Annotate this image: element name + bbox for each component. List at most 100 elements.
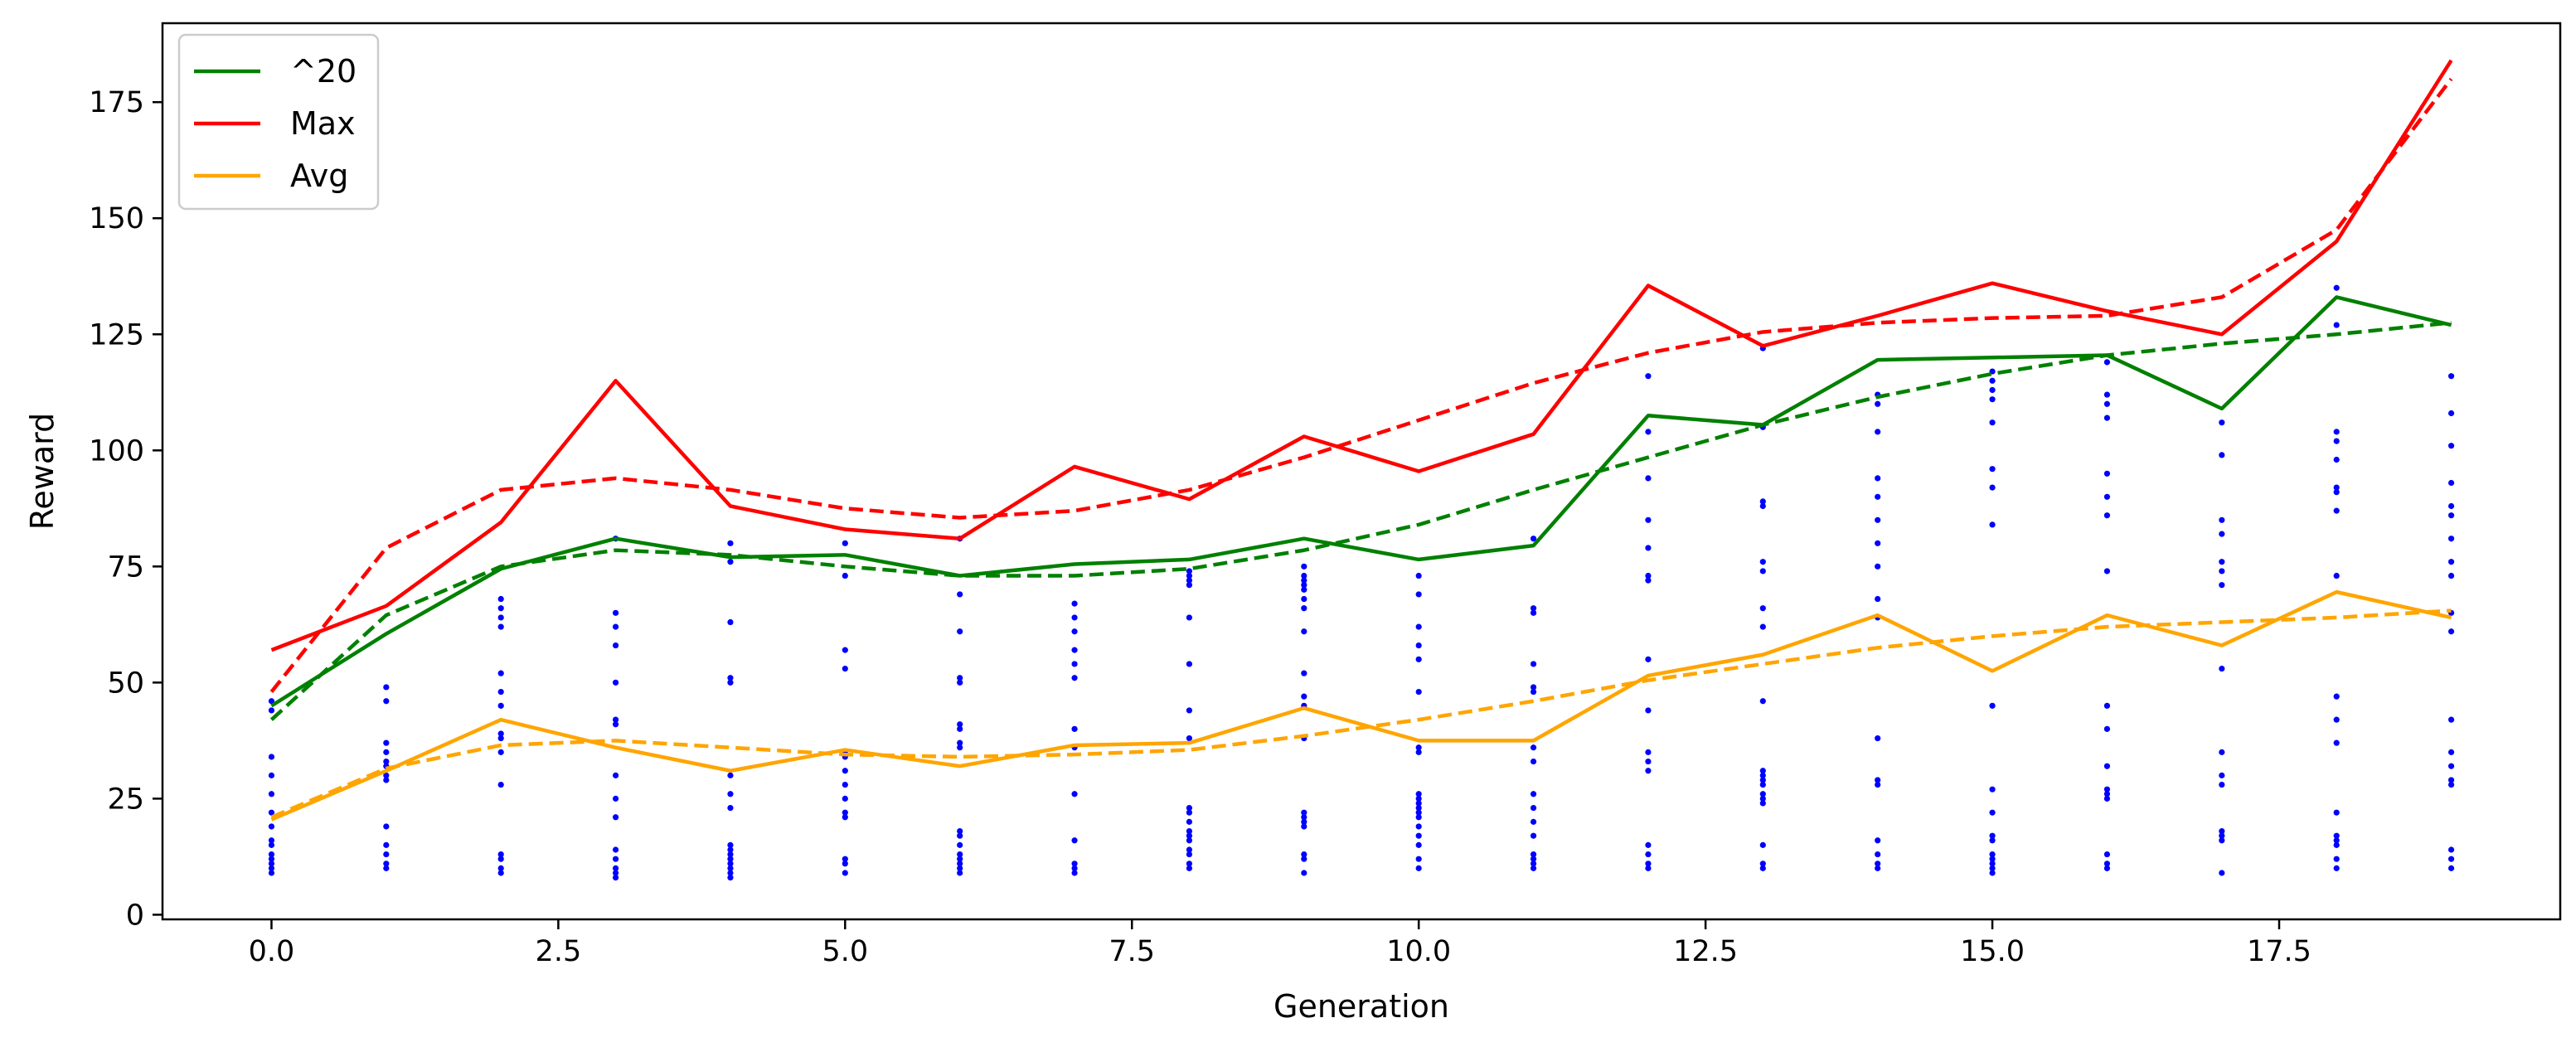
scatter-point <box>2103 861 2111 867</box>
scatter-point <box>1645 516 1652 523</box>
scatter-point <box>1645 373 1652 380</box>
scatter-point <box>727 861 734 867</box>
x-tick-label: 17.5 <box>2247 935 2312 968</box>
scatter-point <box>1989 396 1996 403</box>
scatter-point <box>1415 749 1422 755</box>
scatter-point <box>612 865 619 871</box>
scatter-point <box>1645 475 1652 482</box>
scatter-point <box>1989 861 1996 867</box>
scatter-point <box>1186 865 1193 871</box>
scatter-point <box>1186 582 1193 589</box>
scatter-point <box>2219 516 2225 523</box>
scatter-point <box>1415 795 1422 802</box>
scatter-point <box>612 642 619 649</box>
scatter-point <box>2447 846 2455 853</box>
scatter-point <box>1415 744 1422 751</box>
scatter-point <box>2447 777 2455 783</box>
scatter-point <box>727 804 734 812</box>
scatter-point <box>268 851 275 858</box>
scatter-point <box>2103 725 2111 732</box>
scatter-point <box>1071 647 1078 653</box>
scatter-point <box>1071 628 1078 635</box>
y-axis-ticks: 0 25 50 75 100 125 150 175 <box>89 86 163 932</box>
scatter-point <box>1530 804 1537 812</box>
scatter-point <box>1301 605 1307 612</box>
scatter-point <box>1301 693 1307 700</box>
trend-line-0 <box>269 321 2452 721</box>
scatter-point <box>842 870 848 876</box>
scatter-point <box>2219 419 2225 426</box>
scatter-point <box>1530 861 1537 867</box>
x-tick-label: 0.0 <box>249 935 295 968</box>
scatter-point <box>612 679 619 686</box>
scatter-point <box>842 768 848 774</box>
scatter-point <box>1645 707 1652 714</box>
scatter-point <box>1071 865 1078 871</box>
scatter-point <box>1530 791 1537 797</box>
scatter-point <box>2103 414 2111 421</box>
scatter-point <box>1645 429 1652 435</box>
scatter-point <box>2447 443 2455 449</box>
scatter-point <box>1759 502 1766 510</box>
x-tick-label: 7.5 <box>1109 935 1155 968</box>
x-tick-label: 12.5 <box>1673 935 1738 968</box>
scatter-point <box>1186 661 1193 667</box>
scatter-point <box>1186 861 1193 867</box>
scatter-point <box>957 827 963 835</box>
scatter-point <box>1301 563 1307 570</box>
scatter-point <box>2447 410 2455 417</box>
scatter-point <box>1645 851 1652 858</box>
scatter-point <box>1301 577 1307 584</box>
scatter-point <box>727 865 734 871</box>
scatter-point <box>1875 865 1881 871</box>
scatter-point <box>497 623 504 630</box>
scatter-point <box>2103 763 2111 769</box>
scatter-point <box>1415 591 1422 598</box>
scatter-point <box>1759 781 1766 788</box>
scatter-point <box>1415 856 1422 862</box>
scatter-point <box>383 851 390 858</box>
scatter-point <box>1071 614 1078 621</box>
scatter-point <box>1989 521 1996 528</box>
scatter-point <box>727 856 734 862</box>
scatter-point <box>1415 656 1422 662</box>
scatter-point <box>727 870 734 876</box>
scatter-point <box>1759 795 1766 802</box>
scatter-point <box>383 772 390 778</box>
scatter-point <box>268 809 275 816</box>
scatter-point <box>2333 456 2340 463</box>
scatter-point <box>268 791 275 797</box>
scatter-point <box>2447 716 2455 723</box>
scatter-point <box>2103 791 2111 797</box>
scatter-point <box>2103 493 2111 500</box>
scatter-point <box>383 823 390 830</box>
scatter-point <box>957 841 963 848</box>
scatter-point <box>1530 758 1537 765</box>
scatter-point <box>957 744 963 751</box>
scatter-point <box>957 739 963 746</box>
scatter-point <box>842 572 848 579</box>
y-tick-label: 25 <box>107 783 144 816</box>
scatter-point <box>497 856 504 862</box>
scatter-point <box>727 874 734 881</box>
scatter-point <box>957 870 963 876</box>
scatter-point <box>268 841 275 848</box>
scatter-point <box>2333 832 2340 839</box>
scatter-point <box>2219 827 2225 835</box>
scatter-point <box>1759 772 1766 778</box>
scatter-point <box>383 777 390 783</box>
scatter-point <box>2219 582 2225 589</box>
scatter-point <box>2103 400 2111 407</box>
scatter-point <box>727 791 734 797</box>
scatter-point <box>1415 688 1422 696</box>
series-lines <box>270 59 2453 822</box>
scatter-point <box>1759 605 1766 612</box>
scatter-point <box>2219 665 2225 672</box>
scatter-point <box>1759 841 1766 848</box>
scatter-point <box>842 781 848 788</box>
scatter-point <box>727 841 734 848</box>
scatter-point <box>1989 466 1996 473</box>
scatter-point <box>1186 577 1193 584</box>
scatter-point <box>842 647 848 653</box>
